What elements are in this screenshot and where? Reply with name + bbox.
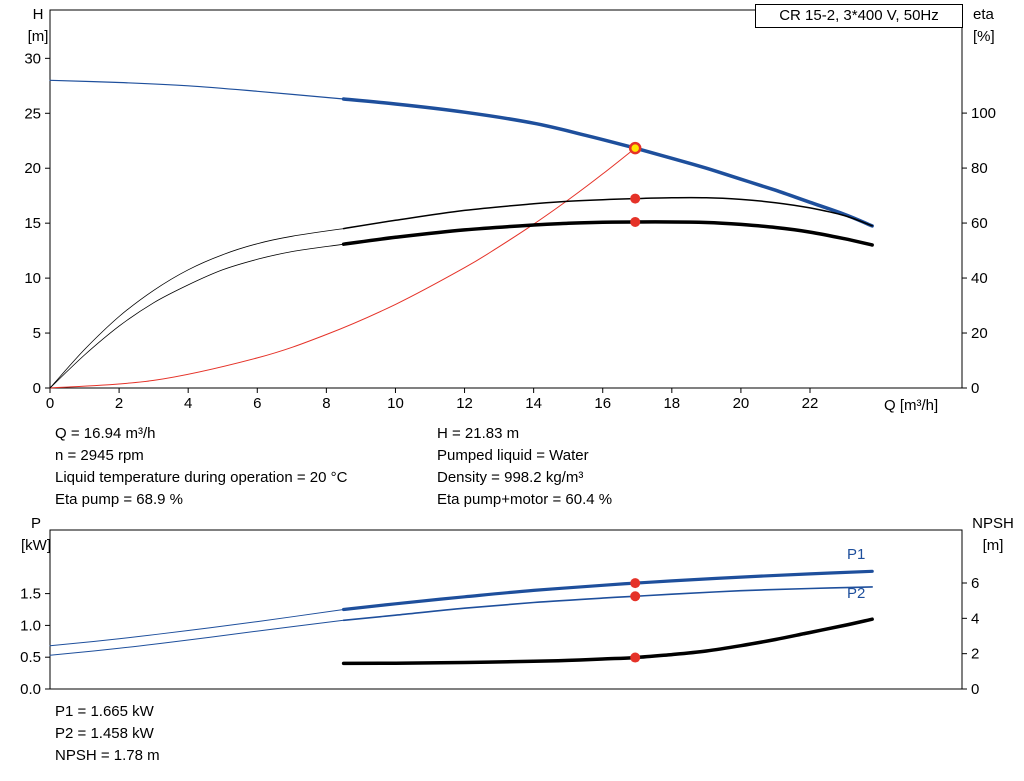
x-tick-label: 0 — [46, 395, 54, 412]
eta-pump-value: Eta pump = 68.9 % — [55, 491, 183, 508]
q-axis-label: Q [m³/h] — [884, 397, 939, 414]
x-tick-label: 14 — [525, 395, 542, 412]
x-tick-label: 16 — [594, 395, 611, 412]
x-tick-label: 12 — [456, 395, 473, 412]
eta-pump-curve — [342, 196, 873, 230]
bottom-chart-svg: 0.0 0.5 1.0 1.5 0 2 4 6 — [20, 529, 979, 698]
npsh-axis-label-symbol: NPSH — [972, 515, 1014, 532]
p2-value: P2 = 1.458 kW — [55, 725, 154, 742]
npsh-curve — [341, 617, 874, 666]
eta-axis-label-symbol: eta — [973, 6, 994, 23]
p1-marker — [630, 578, 641, 589]
npsh-axis-label: NPSH [m] — [966, 513, 1020, 557]
eta-pump-motor-value: Eta pump+motor = 60.4 % — [437, 491, 613, 508]
left-tick-label: 0.0 — [20, 681, 41, 698]
h-axis-label-unit: [m] — [27, 28, 49, 45]
p2-curve-label: P2 — [847, 585, 866, 602]
right-tick-label: 40 — [971, 270, 988, 287]
head-curve-thin — [49, 79, 345, 100]
right-tick-label: 0 — [971, 380, 979, 397]
right-tick-label: 2 — [971, 646, 979, 663]
left-tick-label: 0 — [33, 380, 41, 397]
left-tick-label: 10 — [24, 270, 41, 287]
p1-value: P1 = 1.665 kW — [55, 703, 154, 720]
npsh-value: NPSH = 1.78 m — [55, 747, 160, 764]
head-curve — [341, 97, 874, 228]
p1-curve — [342, 569, 874, 612]
duty-head: H = 21.83 m — [437, 425, 520, 442]
x-tick-label: 2 — [115, 395, 123, 412]
right-tick-label: 0 — [971, 681, 979, 698]
x-tick-label: 20 — [733, 395, 750, 412]
pump-title-box: CR 15-2, 3*400 V, 50Hz — [755, 4, 963, 28]
x-tick-label: 6 — [253, 395, 261, 412]
eta-axis-label-unit: [%] — [973, 28, 995, 45]
duty-info-right: H = 21.83 m Pumped liquid = Water Densit… — [437, 423, 612, 511]
left-tick-label: 1.5 — [20, 586, 41, 603]
npsh-marker — [630, 652, 641, 663]
left-tick-label: 5 — [33, 325, 41, 342]
left-tick-label: 20 — [24, 160, 41, 177]
npsh-axis-label-unit: [m] — [982, 537, 1004, 554]
h-axis-label: H [m] — [16, 4, 60, 48]
duty-point-marker — [628, 141, 642, 155]
liquid-density: Density = 998.2 kg/m³ — [437, 469, 584, 486]
x-tick-label: 4 — [184, 395, 192, 412]
x-tick-label: 22 — [802, 395, 819, 412]
result-values: P1 = 1.665 kW P2 = 1.458 kW NPSH = 1.78 … — [55, 701, 160, 767]
p-axis-label-symbol: P — [30, 515, 41, 532]
duty-info-left: Q = 16.94 m³/h n = 2945 rpm Liquid tempe… — [55, 423, 347, 511]
eta-pump-marker — [630, 193, 641, 204]
plot-border — [49, 529, 963, 690]
plot-border — [49, 9, 963, 389]
x-tick-label: 8 — [322, 395, 330, 412]
right-tick-label: 100 — [971, 105, 996, 122]
eta-pump-motor-marker — [630, 216, 641, 227]
pumped-liquid: Pumped liquid = Water — [437, 447, 589, 464]
left-tick-label: 30 — [24, 50, 41, 67]
right-tick-label: 80 — [971, 160, 988, 177]
eta-pump-motor-curve — [341, 220, 874, 247]
p-axis-label-unit: [kW] — [21, 537, 51, 554]
liquid-temperature: Liquid temperature during operation = 20… — [55, 469, 348, 486]
x-tick-label: 10 — [387, 395, 404, 412]
p-axis-label: P [kW] — [14, 513, 58, 557]
left-tick-label: 1.0 — [20, 617, 41, 634]
top-chart-svg: 0 2 4 6 8 10 12 14 16 18 20 22 0 5 10 15 20 25 30 0 20 40 60 80… — [24, 9, 996, 412]
right-tick-label: 6 — [971, 575, 979, 592]
eta-pump-curve-thin — [49, 228, 344, 389]
right-tick-label: 20 — [971, 325, 988, 342]
p2-curve-thin — [49, 619, 345, 656]
duty-flow: Q = 16.94 m³/h — [55, 425, 156, 442]
eta-pump-motor-curve-thin — [49, 243, 344, 389]
right-tick-label: 60 — [971, 215, 988, 232]
p2-marker — [630, 591, 641, 602]
left-tick-label: 25 — [24, 105, 41, 122]
p1-curve-label: P1 — [847, 546, 866, 563]
system-curve — [49, 147, 636, 389]
left-tick-label: 0.5 — [20, 649, 41, 666]
h-axis-label-symbol: H — [32, 6, 44, 23]
eta-axis-label: eta [%] — [973, 4, 1021, 48]
right-tick-label: 4 — [971, 610, 979, 627]
left-tick-label: 15 — [24, 215, 41, 232]
x-tick-label: 18 — [663, 395, 680, 412]
duty-speed: n = 2945 rpm — [55, 447, 144, 464]
p2-curve — [342, 586, 873, 622]
p1-curve-thin — [49, 609, 345, 647]
